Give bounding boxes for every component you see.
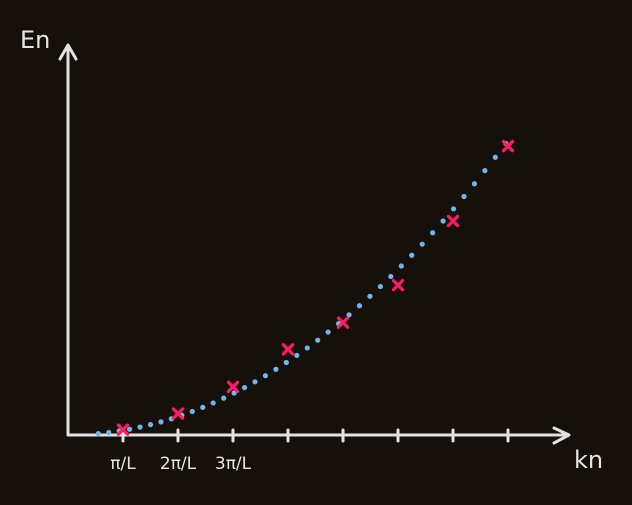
x-axis-label: kn [574,446,603,474]
curve-dot-22 [315,337,321,343]
curve-dot-34 [440,218,446,224]
curve-dot-26 [356,303,363,309]
axes [58,43,571,445]
curve-dot-25 [346,312,352,318]
data-point-7 [446,214,460,228]
curve-dot-30 [398,263,404,269]
curve-dot-28 [377,283,383,290]
curve-dot-17 [262,373,269,379]
x-tick-label-1: π/L [110,454,136,474]
curve-dot-29 [388,273,394,280]
curve-dot-38 [482,168,488,174]
curve-dot-7 [158,419,164,425]
curve-dot-4 [127,426,133,432]
data-point-4 [281,343,295,356]
curve-dot-31 [409,252,415,258]
curve-dot-15 [241,384,248,391]
data-point-6 [391,279,405,292]
curve-dot-20 [294,352,300,358]
data-point-3 [226,380,240,394]
curve-dot-21 [304,345,310,351]
curve-dot-33 [430,230,436,236]
curve-dot-14 [231,390,237,396]
curve-dot-13 [221,395,227,401]
y-axis-arrowhead [58,43,78,61]
curve-dot-16 [252,379,258,385]
curve-dot-32 [419,241,425,247]
curve-dot-36 [461,193,467,200]
data-point-2 [171,407,185,420]
curve-dot-35 [450,206,457,212]
curve-dot-19 [283,359,289,366]
x-tick-labels: π/L 2π/L 3π/L [110,454,251,474]
curve-dot-5 [137,424,143,430]
curve-dot-23 [325,329,331,335]
curve-dot-6 [147,422,154,428]
data-markers [116,139,515,436]
curve-dot-1 [95,431,101,437]
curve-dot-27 [367,293,373,299]
y-axis-label: En [20,26,50,54]
curve-dot-11 [200,404,206,410]
curve-dot-12 [210,400,216,406]
x-tick-label-3: 3π/L [215,454,252,474]
data-point-8 [501,139,515,153]
curve-dot-18 [273,366,279,372]
curve-dot-37 [471,181,478,187]
data-point-5 [336,316,350,329]
curve-dot-39 [492,154,498,160]
data-point-1 [116,423,130,436]
x-axis-arrowhead [552,426,571,445]
curve-dot-10 [189,408,195,415]
curve-dot-2 [106,429,112,436]
dotted-curve [95,140,509,437]
x-tick-label-2: 2π/L [160,454,197,474]
